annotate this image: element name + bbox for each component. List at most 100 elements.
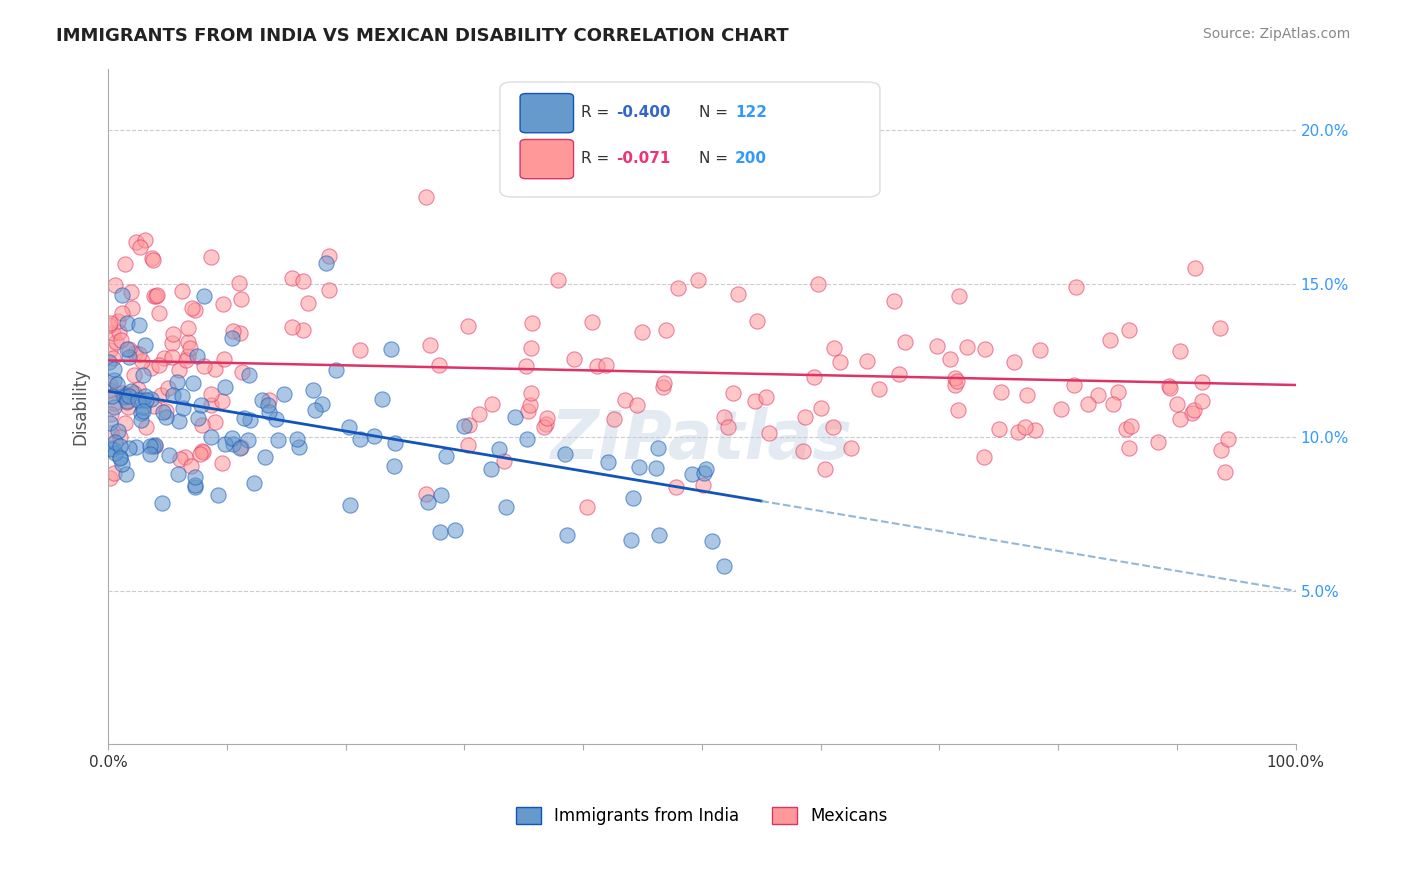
Immigrants from India (135, 392, 157, 407)
Mexicans (134, 233, 156, 247)
FancyBboxPatch shape (501, 82, 880, 197)
Mexicans (174, 353, 197, 368)
Mexicans (652, 376, 675, 391)
Mexicans (157, 381, 180, 395)
Mexicans (1087, 387, 1109, 401)
Immigrants from India (693, 466, 716, 480)
Mexicans (180, 458, 202, 473)
Mexicans (128, 347, 150, 361)
Mexicans (1014, 420, 1036, 434)
Mexicans (855, 354, 877, 368)
Immigrants from India (311, 397, 333, 411)
Mexicans (108, 325, 131, 339)
Mexicans (655, 323, 678, 337)
Immigrants from India (363, 429, 385, 443)
Immigrants from India (479, 462, 502, 476)
Mexicans (114, 257, 136, 271)
Mexicans (281, 271, 304, 285)
Mexicans (516, 404, 538, 418)
Immigrants from India (100, 442, 122, 457)
Mexicans (110, 333, 132, 347)
Mexicans (747, 314, 769, 328)
Mexicans (281, 320, 304, 334)
Immigrants from India (118, 441, 141, 455)
Immigrants from India (444, 523, 467, 537)
Mexicans (173, 450, 195, 464)
Immigrants from India (139, 439, 162, 453)
Immigrants from India (166, 467, 188, 481)
Immigrants from India (115, 316, 138, 330)
Mexicans (143, 399, 166, 413)
Immigrants from India (104, 445, 127, 459)
Mexicans (1170, 411, 1192, 425)
Text: R =: R = (581, 151, 619, 166)
Mexicans (148, 306, 170, 320)
Mexicans (318, 249, 340, 263)
Mexicans (1168, 344, 1191, 359)
Immigrants from India (129, 406, 152, 420)
Mexicans (167, 363, 190, 377)
Immigrants from India (232, 410, 254, 425)
Mexicans (581, 315, 603, 329)
Mexicans (177, 321, 200, 335)
Mexicans (519, 398, 541, 412)
Immigrants from India (132, 404, 155, 418)
Immigrants from India (430, 488, 453, 502)
Mexicans (162, 327, 184, 342)
Mexicans (1004, 355, 1026, 369)
Mexicans (110, 430, 132, 444)
Mexicans (148, 358, 170, 372)
Mexicans (129, 240, 152, 254)
Mexicans (1118, 323, 1140, 337)
Immigrants from India (229, 441, 252, 455)
Immigrants from India (339, 498, 361, 512)
Mexicans (292, 323, 315, 337)
Immigrants from India (370, 392, 392, 406)
Immigrants from India (105, 376, 128, 391)
Mexicans (631, 325, 654, 339)
Immigrants from India (128, 318, 150, 333)
Mexicans (1077, 397, 1099, 411)
Mexicans (1159, 381, 1181, 395)
Mexicans (692, 478, 714, 492)
Immigrants from India (112, 388, 135, 402)
Immigrants from India (325, 363, 347, 377)
Mexicans (103, 467, 125, 481)
Mexicans (318, 283, 340, 297)
Mexicans (193, 359, 215, 373)
Mexicans (231, 365, 253, 379)
Mexicans (755, 390, 778, 404)
Mexicans (603, 411, 626, 425)
Text: N =: N = (699, 105, 734, 120)
Immigrants from India (104, 435, 127, 450)
Immigrants from India (98, 416, 121, 430)
Mexicans (651, 380, 673, 394)
Immigrants from India (267, 434, 290, 448)
Mexicans (153, 351, 176, 365)
Immigrants from India (236, 433, 259, 447)
Mexicans (100, 407, 122, 421)
Immigrants from India (221, 331, 243, 345)
Mexicans (214, 351, 236, 366)
Text: -0.400: -0.400 (616, 105, 671, 120)
Text: N =: N = (699, 151, 734, 166)
Immigrants from India (152, 405, 174, 419)
Immigrants from India (285, 433, 308, 447)
Immigrants from India (183, 470, 205, 484)
Immigrants from India (257, 399, 280, 413)
Immigrants from India (516, 432, 538, 446)
Mexicans (169, 452, 191, 467)
Mexicans (200, 387, 222, 401)
Mexicans (481, 397, 503, 411)
Immigrants from India (222, 437, 245, 451)
Immigrants from India (596, 455, 619, 469)
Mexicans (211, 394, 233, 409)
Mexicans (98, 343, 121, 358)
Mexicans (803, 369, 825, 384)
Mexicans (990, 385, 1012, 400)
Immigrants from India (384, 436, 406, 450)
Immigrants from India (142, 439, 165, 453)
Mexicans (887, 367, 910, 381)
Immigrants from India (221, 431, 243, 445)
Mexicans (145, 289, 167, 303)
